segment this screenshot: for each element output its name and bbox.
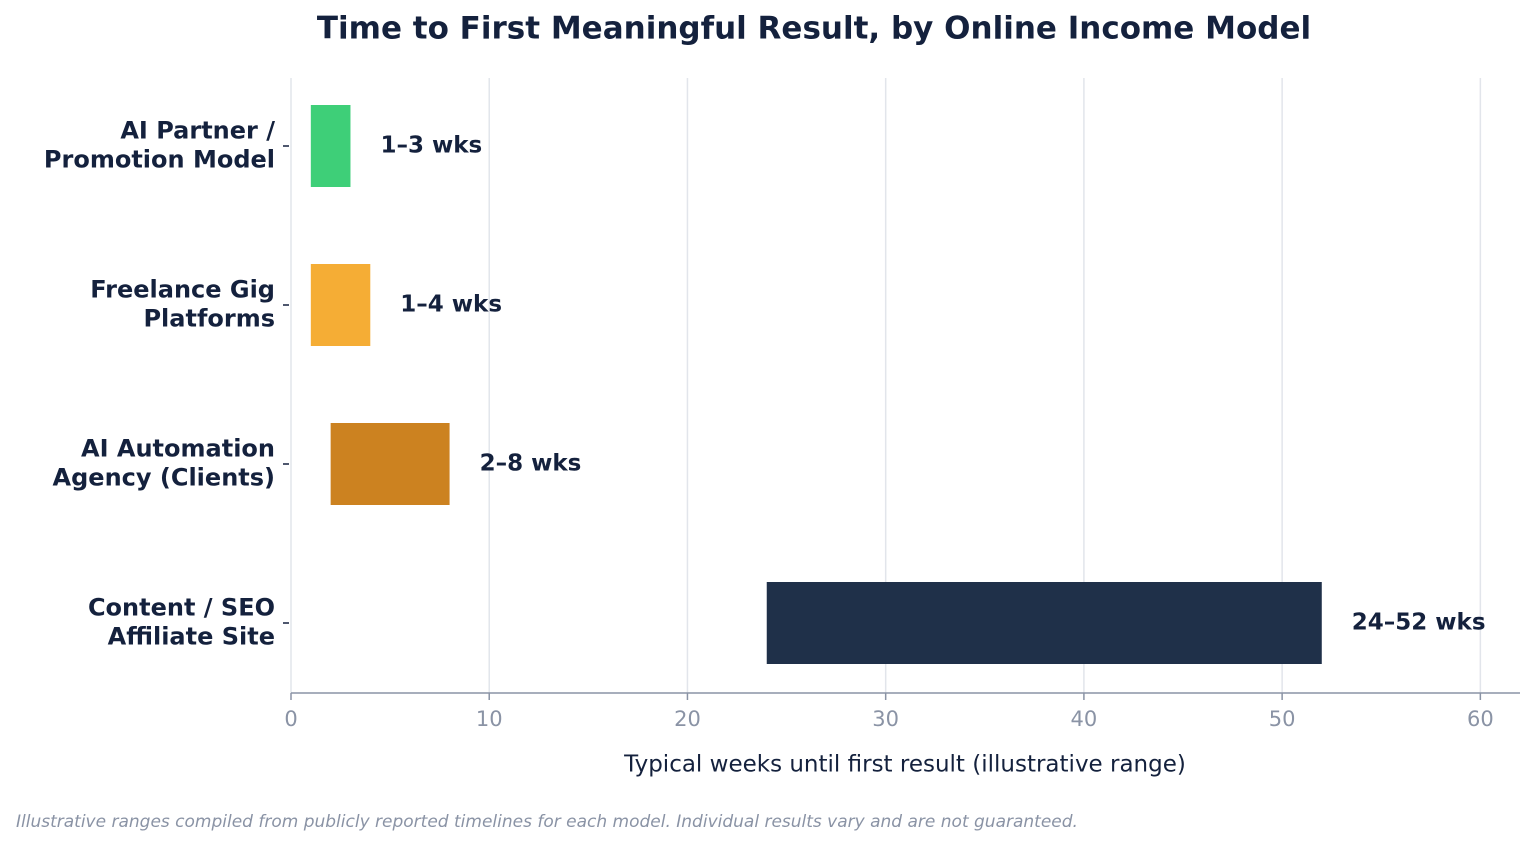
y-tick-label: Affiliate Site	[108, 623, 275, 651]
y-tick-label: Freelance Gig	[90, 276, 275, 304]
x-tick-label: 50	[1269, 707, 1296, 731]
chart-title: Time to First Meaningful Result, by Onli…	[317, 11, 1311, 47]
x-tick-label: 40	[1071, 707, 1098, 731]
y-tick-label: AI Partner /	[120, 117, 275, 145]
bar	[330, 423, 450, 505]
value-label: 1–4 wks	[400, 292, 502, 318]
y-tick-label: Content / SEO	[88, 594, 275, 622]
value-label: 1–3 wks	[380, 133, 482, 159]
footnote: Illustrative ranges compiled from public…	[16, 812, 1078, 832]
bar	[310, 264, 371, 346]
x-tick-label: 60	[1467, 707, 1494, 731]
x-tick-label: 10	[476, 707, 503, 731]
value-label: 2–8 wks	[480, 451, 582, 477]
x-tick-label: 0	[284, 707, 297, 731]
y-tick-label: Agency (Clients)	[53, 464, 275, 492]
y-tick-label: AI Automation	[81, 435, 275, 463]
bar	[766, 582, 1322, 664]
y-tick-label: Promotion Model	[44, 146, 275, 174]
y-tick-label: Platforms	[143, 305, 275, 333]
x-tick-label: 30	[872, 707, 899, 731]
value-label: 24–52 wks	[1352, 610, 1486, 636]
bar	[310, 105, 351, 187]
x-axis-label: Typical weeks until first result (illust…	[623, 752, 1186, 778]
x-tick-label: 20	[674, 707, 701, 731]
